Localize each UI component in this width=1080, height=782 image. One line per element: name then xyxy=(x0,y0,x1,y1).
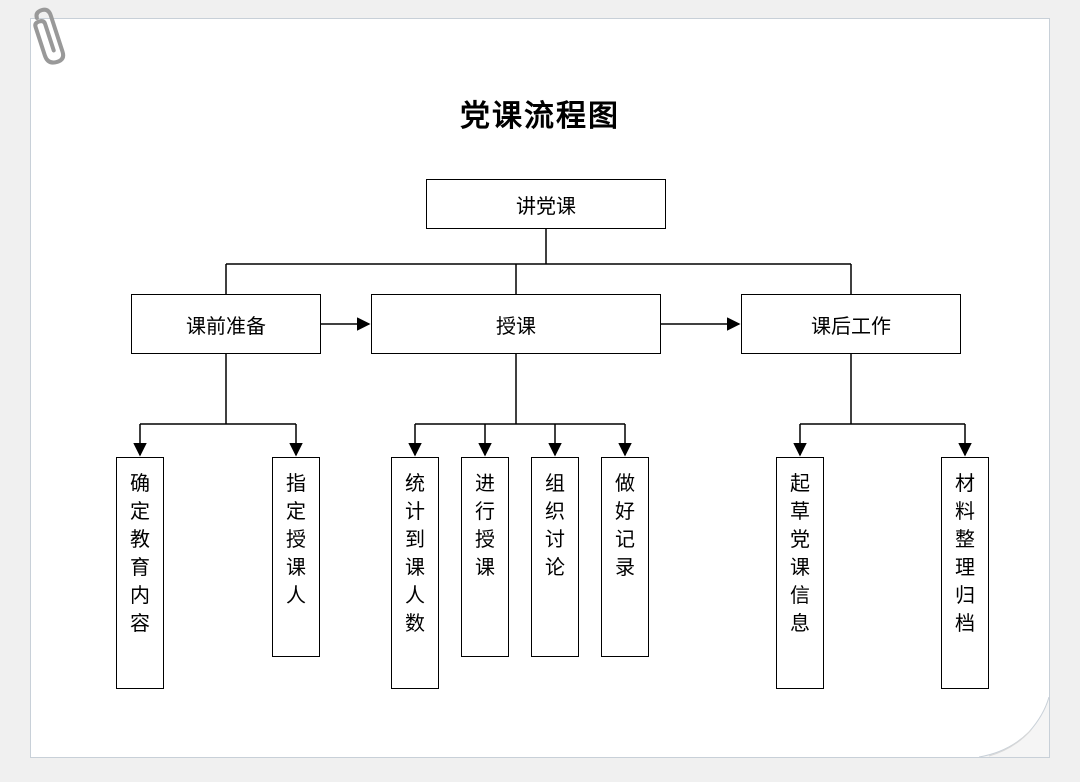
diagram-title: 党课流程图 xyxy=(31,91,1049,135)
node-teaching: 授课 xyxy=(371,294,661,354)
node-record: 做好记录 xyxy=(601,457,649,657)
node-assign-lecturer: 指定授课人 xyxy=(272,457,320,657)
node-conduct-teaching: 进行授课 xyxy=(461,457,509,657)
page-container: 党课流程图 讲党课 课前准备 授课 课后工作 确定教育内容 指定授课人 统计到课… xyxy=(30,18,1050,758)
node-archive: 材料整理归档 xyxy=(941,457,989,689)
node-after-work: 课后工作 xyxy=(741,294,961,354)
node-root: 讲党课 xyxy=(426,179,666,229)
node-discussion: 组织讨论 xyxy=(531,457,579,657)
node-attendance: 统计到课人数 xyxy=(391,457,439,689)
node-preparation: 课前准备 xyxy=(131,294,321,354)
node-draft-info: 起草党课信息 xyxy=(776,457,824,689)
page-curl-decoration xyxy=(979,697,1049,757)
node-define-content: 确定教育内容 xyxy=(116,457,164,689)
paperclip-icon xyxy=(28,5,72,78)
